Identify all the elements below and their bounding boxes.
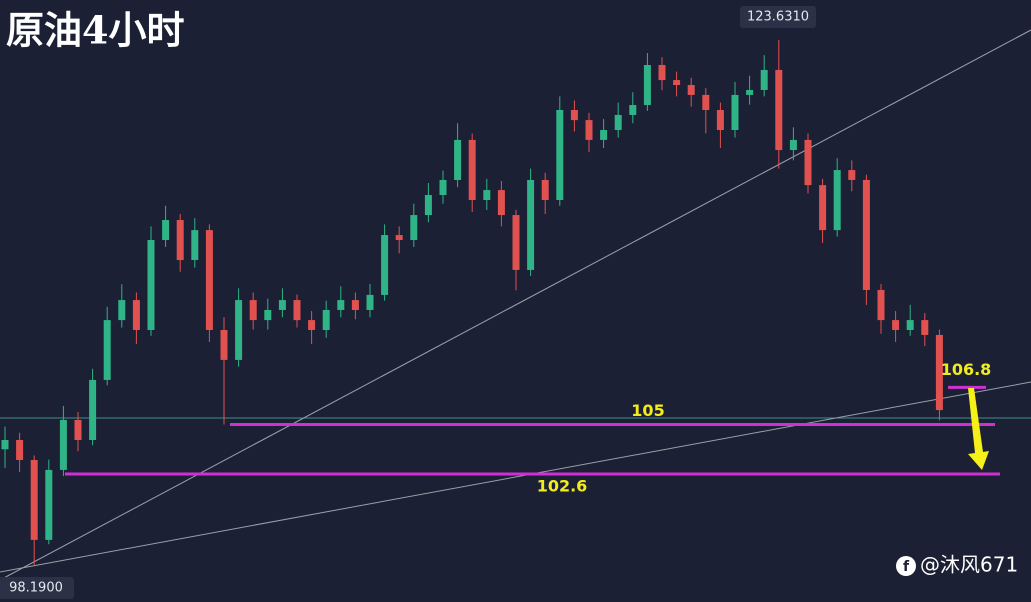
candle-body bbox=[614, 114, 622, 131]
candle-body bbox=[935, 334, 943, 411]
candle-body bbox=[527, 179, 535, 270]
candle-body bbox=[819, 185, 827, 231]
candle-body bbox=[337, 300, 345, 310]
candle-body bbox=[454, 139, 462, 180]
candle-body bbox=[176, 219, 184, 261]
candle-body bbox=[30, 460, 38, 540]
price-label-box bbox=[740, 6, 816, 29]
candle-body bbox=[1, 439, 9, 450]
candle-body bbox=[191, 230, 199, 261]
level-label: 102.6 bbox=[537, 477, 588, 496]
candle-body bbox=[308, 320, 316, 330]
candle-body bbox=[775, 69, 783, 151]
candle-body bbox=[892, 320, 900, 330]
chart-title: 原油4小时 bbox=[6, 8, 184, 53]
arrow bbox=[968, 388, 989, 470]
candle-body bbox=[147, 240, 155, 330]
trend-line bbox=[0, 381, 1031, 573]
candle-body bbox=[600, 130, 608, 140]
candle-body bbox=[833, 170, 841, 231]
candle-body bbox=[746, 89, 754, 95]
candle-body bbox=[205, 230, 213, 330]
candle-body bbox=[220, 329, 228, 360]
candle-body bbox=[687, 85, 695, 95]
candle-body bbox=[45, 469, 53, 540]
candle-body bbox=[89, 379, 97, 440]
price-label: 98.1900 bbox=[9, 581, 63, 596]
candle-body bbox=[235, 300, 243, 360]
candle-body bbox=[629, 105, 637, 115]
candle-body bbox=[760, 69, 768, 90]
candle-body bbox=[16, 439, 24, 461]
candle-body bbox=[658, 65, 666, 81]
candle-body bbox=[570, 109, 578, 121]
candle-body bbox=[468, 139, 476, 200]
candle-body bbox=[249, 300, 257, 321]
candle-body bbox=[293, 300, 301, 321]
candle-body bbox=[381, 235, 389, 295]
candle-body bbox=[906, 320, 914, 330]
candle-body bbox=[74, 419, 82, 440]
candle-body bbox=[716, 109, 724, 131]
candle-body bbox=[278, 300, 286, 310]
watermark: @沐风671 bbox=[920, 553, 1018, 577]
candle-body bbox=[264, 309, 272, 321]
candle-body bbox=[132, 300, 140, 330]
candle-body bbox=[862, 179, 870, 290]
candle-body bbox=[673, 80, 681, 86]
candle-body bbox=[366, 294, 374, 310]
candle-body bbox=[483, 190, 491, 200]
candle-body bbox=[643, 65, 651, 106]
candle-body bbox=[118, 300, 126, 321]
candle-body bbox=[162, 219, 170, 241]
candle-body bbox=[351, 300, 359, 310]
target-label: 106.8 bbox=[941, 360, 992, 379]
candle-body bbox=[848, 170, 856, 180]
candle-body bbox=[439, 179, 447, 196]
candle-body bbox=[789, 139, 797, 151]
candle-body bbox=[410, 215, 418, 241]
candle-body bbox=[103, 320, 111, 380]
candle-body bbox=[702, 94, 710, 110]
candle-body bbox=[59, 419, 67, 470]
candle-body bbox=[512, 215, 520, 270]
logo-glyph: f bbox=[903, 559, 910, 575]
candle-body bbox=[556, 109, 564, 200]
level-label: 105 bbox=[631, 401, 664, 420]
candle-body bbox=[804, 139, 812, 186]
price-label: 123.6310 bbox=[747, 10, 809, 25]
candle-body bbox=[424, 195, 432, 216]
candle-body bbox=[921, 320, 929, 335]
candle-body bbox=[395, 235, 403, 241]
candle-body bbox=[497, 190, 505, 216]
logo bbox=[896, 556, 916, 576]
candle-body bbox=[541, 179, 549, 200]
trend-line bbox=[0, 29, 1031, 581]
overlay: 123.6310 98.1900 105 102.6 106.8 bbox=[0, 6, 1000, 600]
candle-body bbox=[877, 289, 885, 321]
candle-body bbox=[731, 94, 739, 131]
price-label-box bbox=[0, 577, 74, 600]
candle-body bbox=[585, 120, 593, 140]
candle-body bbox=[322, 309, 330, 330]
candles bbox=[1, 40, 943, 566]
